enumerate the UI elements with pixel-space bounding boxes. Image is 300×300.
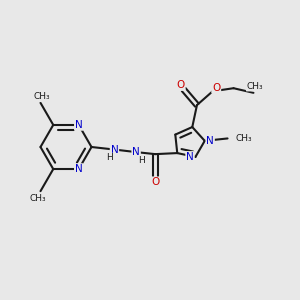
Text: N: N <box>206 136 214 146</box>
Text: CH₃: CH₃ <box>34 92 50 101</box>
Text: N: N <box>132 147 140 157</box>
Text: N: N <box>75 164 82 174</box>
Text: N: N <box>111 145 118 154</box>
Text: O: O <box>151 177 159 188</box>
Text: O: O <box>177 80 185 90</box>
Text: N: N <box>75 120 82 130</box>
Text: N: N <box>186 152 194 162</box>
Text: CH₃: CH₃ <box>29 194 46 203</box>
Text: H: H <box>138 156 145 165</box>
Text: O: O <box>212 83 220 93</box>
Text: CH₃: CH₃ <box>236 134 253 143</box>
Text: H: H <box>106 154 112 163</box>
Text: CH₃: CH₃ <box>247 82 263 91</box>
